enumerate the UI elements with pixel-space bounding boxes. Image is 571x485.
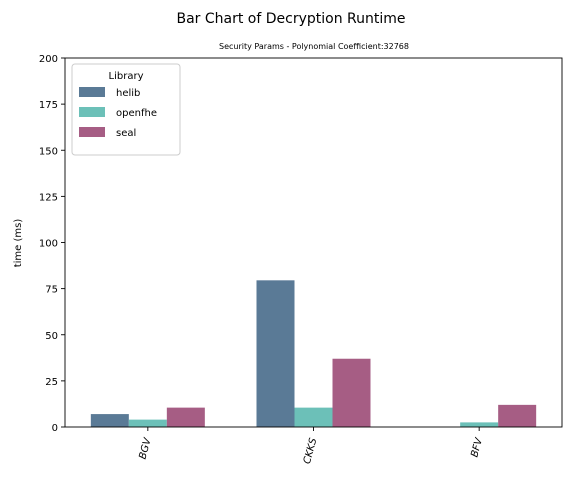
legend: Library helib openfhe seal	[71, 63, 181, 156]
legend-label-helib: helib	[116, 88, 140, 99]
bar-helib-BGV	[90, 414, 129, 427]
x-tick-label: CKKS	[302, 436, 320, 465]
y-axis-label: time (ms)	[13, 219, 24, 268]
y-tick-label: 50	[45, 331, 58, 342]
plot-frame	[64, 57, 563, 428]
legend-title: Library	[109, 71, 144, 82]
bar-openfhe-BGV	[128, 419, 167, 427]
legend-swatch-openfhe	[79, 107, 105, 117]
bar-openfhe-BFV	[460, 422, 499, 427]
bar-seal-BGV	[166, 407, 205, 427]
y-tick-label: 150	[39, 146, 58, 157]
y-tick-label: 175	[39, 100, 58, 111]
x-tick-label: BFV	[469, 436, 485, 459]
y-tick-label: 75	[45, 285, 58, 296]
chart-subtitle: Security Params - Polynomial Coefficient…	[219, 42, 409, 51]
bar-seal-CKKS	[332, 358, 371, 427]
bar-helib-CKKS	[256, 280, 295, 427]
y-tick-label: 25	[45, 377, 58, 388]
chart-title: Bar Chart of Decryption Runtime	[176, 11, 405, 27]
y-tick-label: 200	[39, 54, 58, 65]
legend-label-seal: seal	[116, 128, 136, 139]
x-tick-label: BGV	[138, 436, 154, 461]
legend-label-openfhe: openfhe	[116, 108, 157, 119]
bar-seal-BFV	[498, 404, 537, 427]
y-tick-label: 125	[39, 192, 58, 203]
x-axis-ticks: BGV CKKS BFV	[138, 427, 485, 465]
y-tick-label: 100	[39, 239, 58, 250]
y-axis-ticks: 0 25 50 75 100 125 150 175 200	[39, 54, 65, 434]
bar-openfhe-CKKS	[294, 407, 333, 427]
y-tick-label: 0	[52, 423, 58, 434]
bars-group	[90, 280, 537, 427]
legend-swatch-helib	[79, 87, 105, 97]
legend-swatch-seal	[79, 127, 105, 137]
